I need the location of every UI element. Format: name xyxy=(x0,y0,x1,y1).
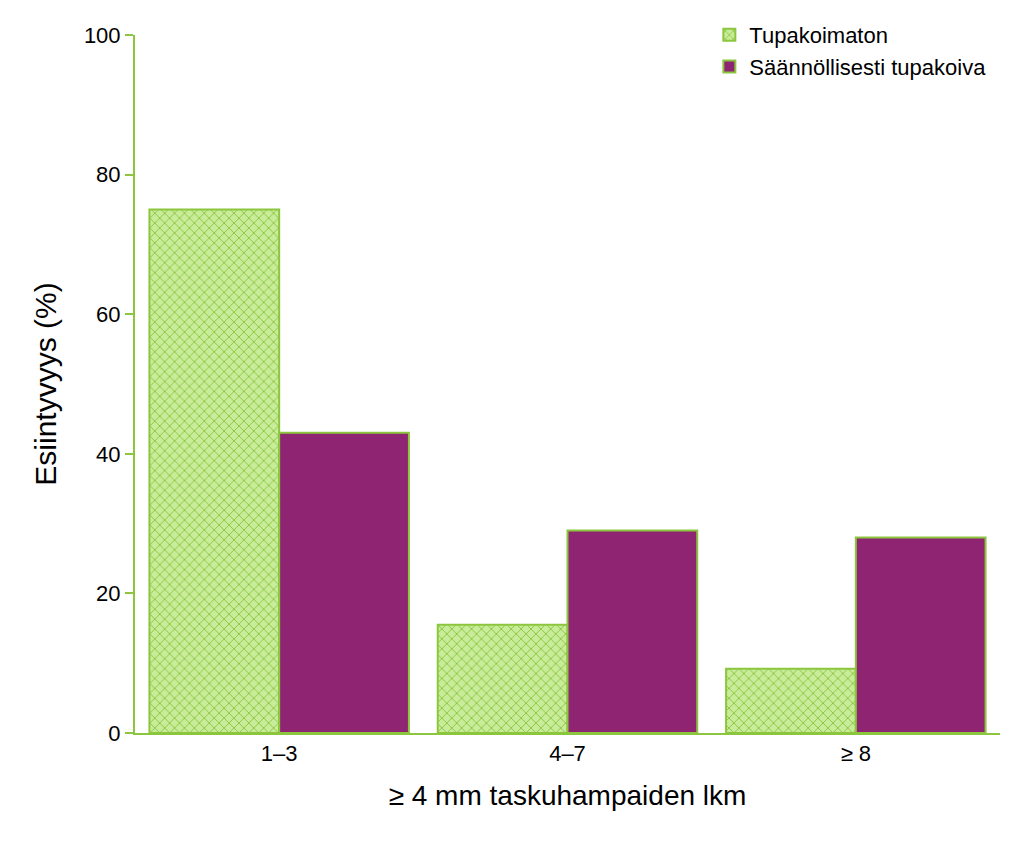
svg-text:40: 40 xyxy=(96,442,120,467)
svg-text:80: 80 xyxy=(96,162,120,187)
svg-text:20: 20 xyxy=(96,581,120,606)
svg-text:100: 100 xyxy=(84,23,121,48)
svg-text:Esiintyvyys (%): Esiintyvyys (%) xyxy=(29,282,62,485)
svg-text:0: 0 xyxy=(108,721,120,746)
svg-text:Säännöllisesti tupakoiva: Säännöllisesti tupakoiva xyxy=(749,55,986,80)
svg-text:1–3: 1–3 xyxy=(261,741,298,766)
svg-text:≥ 4 mm taskuhampaiden lkm: ≥ 4 mm taskuhampaiden lkm xyxy=(389,780,747,811)
svg-text:60: 60 xyxy=(96,302,120,327)
svg-text:Tupakoimaton: Tupakoimaton xyxy=(749,23,888,48)
svg-text:4–7: 4–7 xyxy=(549,741,586,766)
svg-text:≥ 8: ≥ 8 xyxy=(841,741,871,766)
